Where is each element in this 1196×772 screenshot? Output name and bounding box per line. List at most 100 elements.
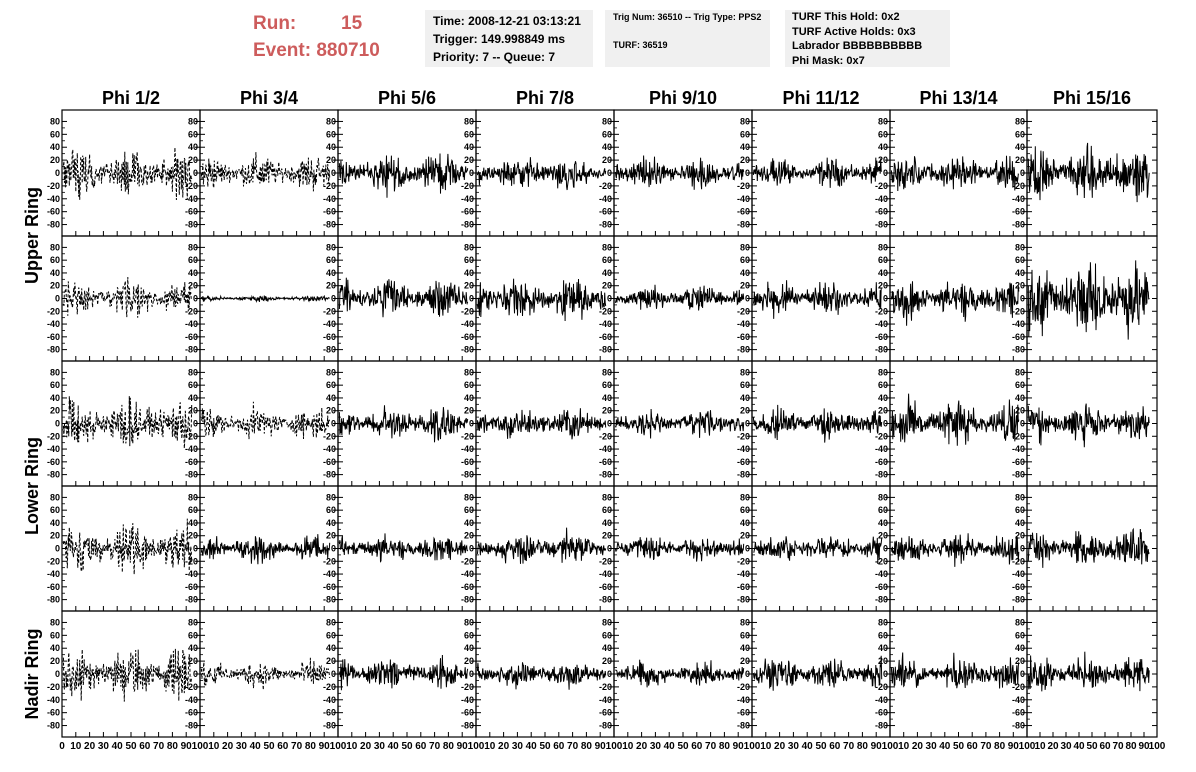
y-tick-label: -40 [185, 319, 198, 329]
y-tick-label: 20 [188, 155, 198, 165]
y-tick-label: -20 [737, 181, 750, 191]
y-tick-label: -20 [47, 431, 60, 441]
y-tick-label: 60 [326, 255, 336, 265]
y-tick-label: -20 [1012, 556, 1025, 566]
y-tick-label: -40 [461, 194, 474, 204]
y-tick-label: 0 [883, 294, 888, 304]
y-tick-label: -20 [599, 682, 612, 692]
y-tick-label: 80 [740, 242, 750, 252]
y-tick-label: 20 [878, 531, 888, 541]
y-tick-label: -60 [47, 708, 60, 718]
y-tick-label: -60 [323, 708, 336, 718]
y-tick-label: 0 [193, 669, 198, 679]
y-tick-label: -60 [875, 582, 888, 592]
y-tick-label: 40 [740, 393, 750, 403]
waveform-trace [62, 648, 193, 702]
y-tick-label: -80 [737, 721, 750, 731]
y-tick-label: 20 [50, 406, 60, 416]
y-tick-label: 20 [188, 406, 198, 416]
run-info: Run: 15 Event: 880710 [253, 10, 380, 64]
waveform-trace [614, 408, 745, 439]
y-tick-label: 0 [55, 669, 60, 679]
y-tick-label: -60 [461, 708, 474, 718]
y-tick-label: 60 [878, 129, 888, 139]
x-tick-label: 60 [415, 741, 427, 752]
y-tick-label: 40 [464, 643, 474, 653]
y-tick-label: 0 [469, 419, 474, 429]
y-tick-label: -80 [323, 470, 336, 480]
x-tick-label: 20 [360, 741, 372, 752]
y-tick-label: 20 [602, 406, 612, 416]
x-tick-label: 20 [498, 741, 510, 752]
y-tick-label: 40 [326, 142, 336, 152]
y-tick-label: -60 [185, 708, 198, 718]
y-tick-label: -60 [1012, 708, 1025, 718]
y-tick-label: 0 [745, 544, 750, 554]
x-tick-label: 10 [622, 741, 634, 752]
y-tick-label: 20 [464, 656, 474, 666]
y-tick-label: -80 [875, 220, 888, 230]
y-tick-label: 40 [1015, 643, 1025, 653]
y-tick-label: -80 [323, 721, 336, 731]
y-tick-label: -80 [737, 595, 750, 605]
y-tick-label: 20 [1015, 281, 1025, 291]
y-tick-label: -40 [875, 194, 888, 204]
y-tick-label: 0 [745, 168, 750, 178]
labrador-text: Labrador BBBBBBBBBB [792, 40, 923, 52]
column-header: Phi 9/10 [649, 88, 717, 108]
y-tick-label: -60 [1012, 207, 1025, 217]
y-tick-label: 20 [602, 155, 612, 165]
waveform-trace [62, 518, 193, 575]
x-tick-label: 40 [250, 741, 262, 752]
turf-active-text: TURF Active Holds: 0x3 [792, 25, 916, 38]
y-tick-label: -60 [461, 457, 474, 467]
y-tick-label: 80 [464, 492, 474, 502]
x-tick-label: 70 [843, 741, 855, 752]
y-tick-label: -80 [461, 470, 474, 480]
y-tick-label: -80 [323, 595, 336, 605]
y-tick-label: -40 [47, 194, 60, 204]
waveform-trace [752, 157, 883, 188]
y-tick-label: -20 [875, 181, 888, 191]
y-tick-label: 20 [740, 406, 750, 416]
y-tick-label: -40 [185, 695, 198, 705]
x-tick-label: 30 [98, 741, 110, 752]
y-tick-label: -40 [875, 569, 888, 579]
y-tick-label: -20 [599, 306, 612, 316]
x-tick-label: 20 [774, 741, 786, 752]
x-tick-label: 40 [112, 741, 124, 752]
x-tick-label: 90 [733, 741, 745, 752]
y-tick-label: 20 [464, 531, 474, 541]
y-tick-label: -60 [47, 207, 60, 217]
y-tick-label: -80 [461, 220, 474, 230]
waveform-trace [200, 657, 331, 691]
y-tick-label: -40 [737, 444, 750, 454]
x-tick-label: 90 [319, 741, 331, 752]
x-tick-label: 50 [953, 741, 965, 752]
x-tick-label: 30 [1060, 741, 1072, 752]
event-label: Event: [253, 40, 312, 61]
y-tick-label: -20 [875, 306, 888, 316]
y-tick-label: -80 [875, 470, 888, 480]
y-tick-label: -60 [737, 582, 750, 592]
y-tick-label: 0 [331, 168, 336, 178]
y-tick-label: 60 [50, 380, 60, 390]
column-header: Phi 7/8 [516, 88, 574, 108]
y-tick-label: 20 [740, 281, 750, 291]
y-tick-label: -20 [599, 556, 612, 566]
y-tick-label: 40 [464, 268, 474, 278]
y-tick-label: 20 [740, 155, 750, 165]
y-tick-label: 40 [878, 643, 888, 653]
y-tick-label: -40 [323, 194, 336, 204]
y-tick-label: -80 [461, 595, 474, 605]
y-tick-label: -20 [461, 181, 474, 191]
y-tick-label: 0 [607, 669, 612, 679]
waveform-trace [1027, 142, 1150, 203]
y-tick-label: -80 [47, 595, 60, 605]
x-tick-label: 100 [330, 741, 347, 752]
waveform-trace [62, 396, 193, 449]
x-tick-label: 90 [1138, 741, 1150, 752]
waveform-trace [338, 405, 469, 443]
x-tick-label: 70 [705, 741, 717, 752]
y-tick-label: 60 [1015, 630, 1025, 640]
